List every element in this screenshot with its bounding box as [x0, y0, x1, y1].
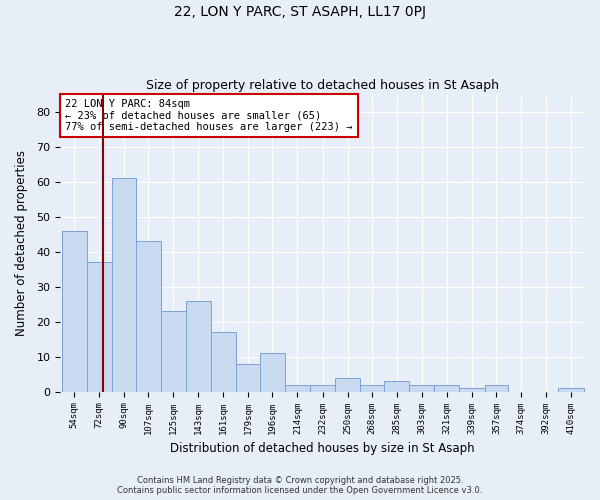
Bar [87, 262, 112, 392]
Bar [260, 353, 285, 392]
Title: Size of property relative to detached houses in St Asaph: Size of property relative to detached ho… [146, 79, 499, 92]
Text: 22 LON Y PARC: 84sqm
← 23% of detached houses are smaller (65)
77% of semi-detac: 22 LON Y PARC: 84sqm ← 23% of detached h… [65, 99, 353, 132]
Bar [460, 388, 485, 392]
Bar [186, 301, 211, 392]
Bar [559, 388, 584, 392]
X-axis label: Distribution of detached houses by size in St Asaph: Distribution of detached houses by size … [170, 442, 475, 455]
Bar [485, 384, 508, 392]
Bar [434, 384, 460, 392]
Bar [285, 384, 310, 392]
Bar [236, 364, 260, 392]
Text: 22, LON Y PARC, ST ASAPH, LL17 0PJ: 22, LON Y PARC, ST ASAPH, LL17 0PJ [174, 5, 426, 19]
Bar [62, 231, 87, 392]
Bar [384, 381, 409, 392]
Bar [211, 332, 236, 392]
Text: Contains HM Land Registry data © Crown copyright and database right 2025.
Contai: Contains HM Land Registry data © Crown c… [118, 476, 482, 495]
Bar [136, 242, 161, 392]
Y-axis label: Number of detached properties: Number of detached properties [15, 150, 28, 336]
Bar [409, 384, 434, 392]
Bar [310, 384, 335, 392]
Bar [360, 384, 384, 392]
Bar [112, 178, 136, 392]
Bar [161, 312, 186, 392]
Bar [335, 378, 360, 392]
